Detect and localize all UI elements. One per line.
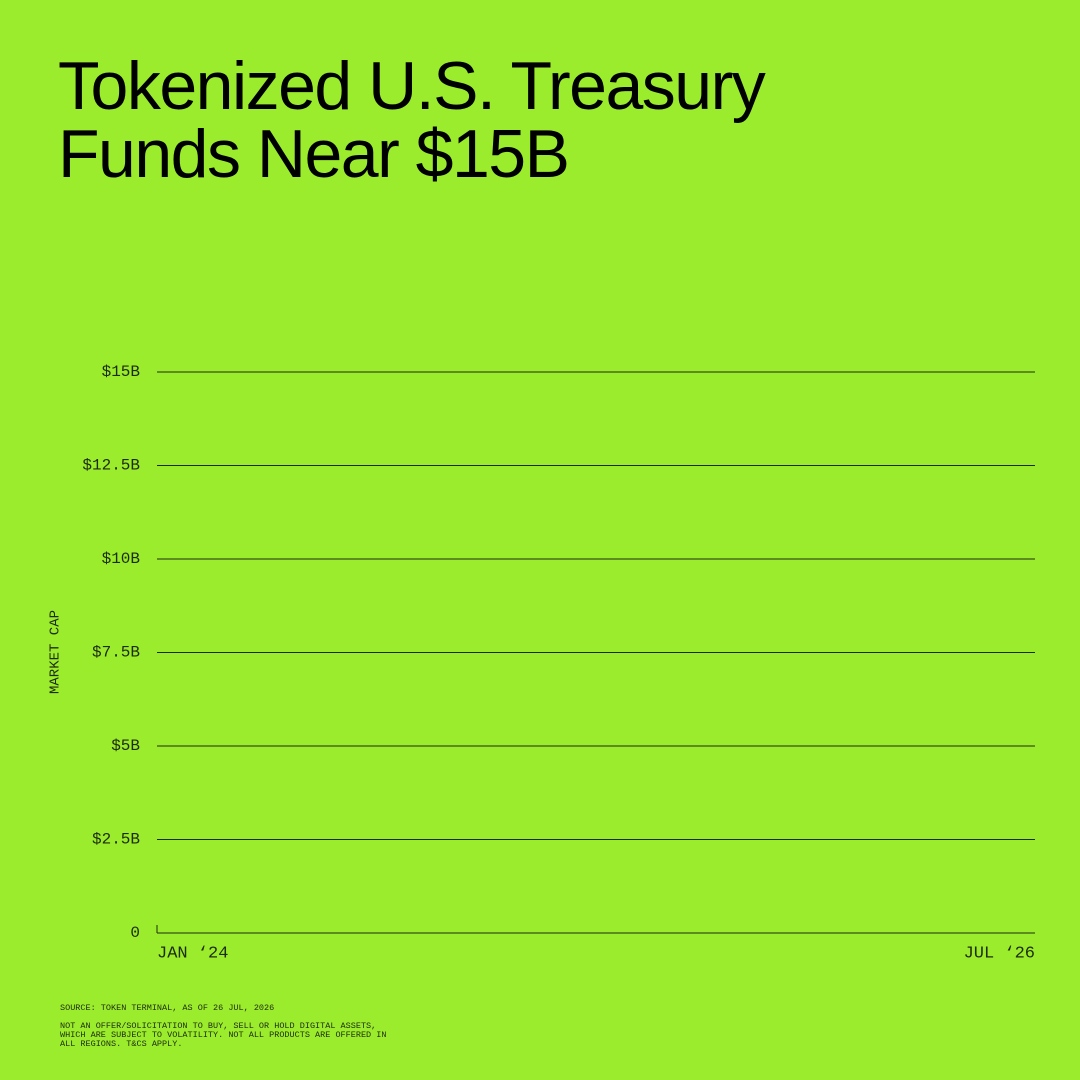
disclaimer: NOT AN OFFER/SOLICITATION TO BUY, SELL O… xyxy=(60,1021,387,1049)
y-tick-label: $7.5B xyxy=(92,644,140,662)
y-axis-label: MARKET CAP xyxy=(48,610,64,694)
y-tick-label: $15B xyxy=(102,363,140,381)
x-tick-label: JUL ‘26 xyxy=(964,944,1035,963)
y-tick-label: $10B xyxy=(102,550,140,568)
chart-title: Tokenized U.S. Treasury Funds Near $15B xyxy=(58,48,766,192)
y-tick-label: 0 xyxy=(130,924,140,942)
y-tick-label: $5B xyxy=(111,737,140,755)
y-tick-label: $12.5B xyxy=(82,457,140,475)
y-tick-label: $2.5B xyxy=(92,831,140,849)
x-tick-label: JAN ‘24 xyxy=(157,944,228,963)
source-note: SOURCE: TOKEN TERMINAL, AS OF 26 JUL, 20… xyxy=(60,1003,275,1013)
